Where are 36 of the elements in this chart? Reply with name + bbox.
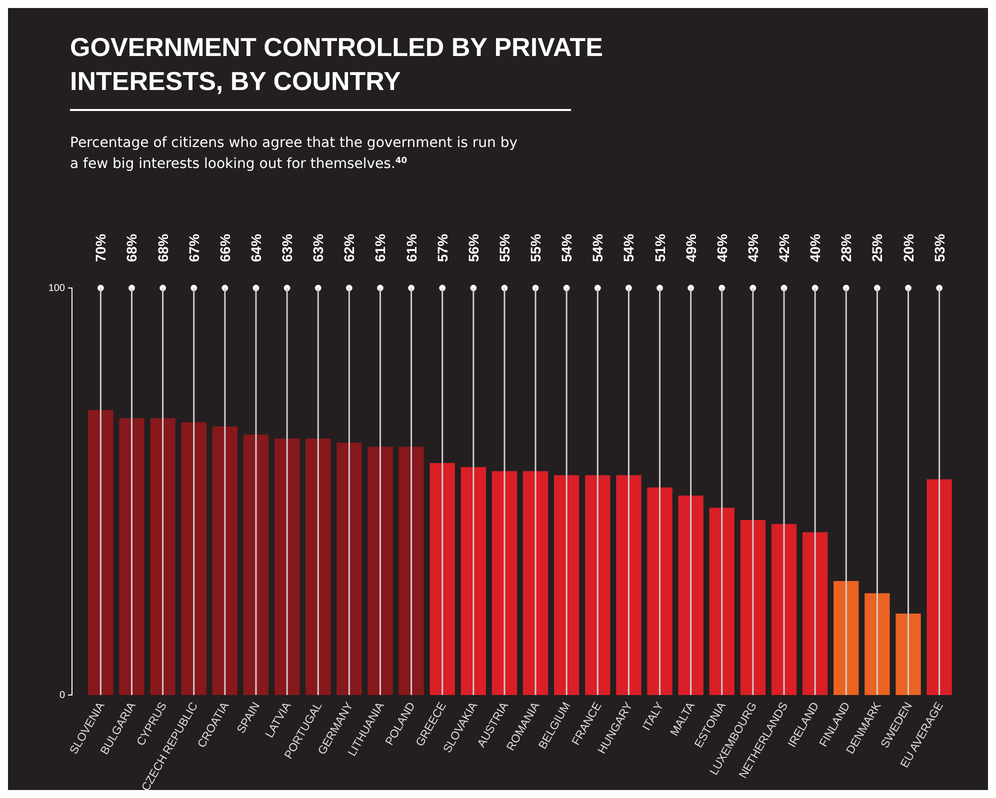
data-label: 55%: [528, 233, 544, 262]
data-label: 51%: [652, 233, 668, 262]
data-label: 42%: [776, 233, 792, 262]
data-label: 46%: [714, 233, 730, 262]
data-label: 70%: [92, 233, 109, 262]
data-label: 61%: [403, 233, 420, 262]
bar: [834, 581, 859, 695]
data-label: 57%: [434, 233, 450, 262]
data-label: 43%: [744, 233, 761, 262]
data-label: 40%: [807, 233, 824, 262]
data-label: 54%: [590, 233, 606, 262]
data-label: 66%: [216, 233, 233, 262]
bar: [896, 614, 921, 695]
data-label: 62%: [341, 233, 358, 262]
data-label: 55%: [496, 233, 512, 262]
data-label: 54%: [620, 233, 637, 262]
bar: [119, 418, 144, 695]
y-tick-label: 0: [59, 690, 66, 702]
data-label: 53%: [931, 233, 948, 262]
data-label: 20%: [900, 233, 916, 262]
data-label: 68%: [154, 233, 171, 262]
data-label: 28%: [838, 233, 854, 262]
data-label: 63%: [279, 233, 296, 262]
y-tick-label: 100: [48, 283, 66, 294]
chart-subtitle: Percentage of citizens who agree that the government is run by a few big interests looking out for themselves.$^{40}$: [70, 135, 518, 172]
data-label: 49%: [682, 233, 699, 262]
data-label: 63%: [310, 233, 326, 262]
data-label: 61%: [372, 233, 388, 262]
data-label: 68%: [124, 233, 140, 262]
data-label: 54%: [558, 233, 575, 262]
chart-title: GOVERNMENT CONTROLLED BY PRIVATE INTERESTS, BY COUNTRY: [70, 32, 604, 96]
data-label: 25%: [869, 233, 886, 262]
data-label: 56%: [465, 233, 482, 262]
bar: [864, 593, 890, 695]
data-label: 64%: [248, 233, 264, 262]
data-label: 67%: [186, 233, 202, 262]
